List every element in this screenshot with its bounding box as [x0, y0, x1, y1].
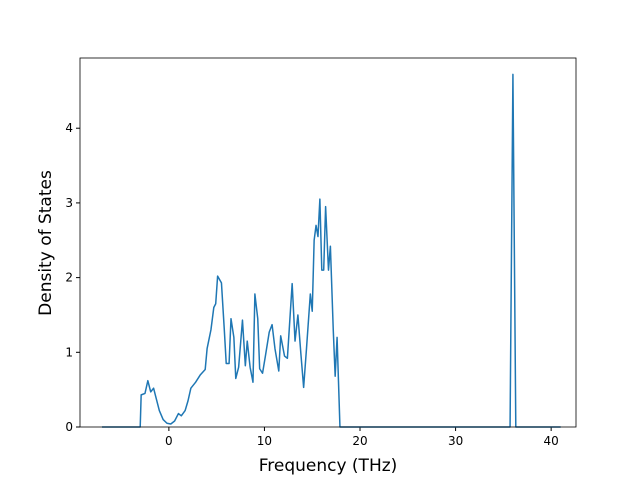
y-tick-label: 0	[65, 420, 73, 434]
x-tick-label: 10	[257, 434, 272, 448]
y-tick-label: 1	[65, 345, 73, 359]
y-axis-label: Density of States	[36, 170, 56, 316]
line	[101, 73, 561, 428]
x-tick-label: 40	[544, 434, 559, 448]
x-tick-label: 0	[165, 434, 173, 448]
x-axis-label: Frequency (THz)	[259, 456, 398, 476]
y-tick-label: 4	[65, 121, 73, 135]
y-tick-label: 3	[65, 196, 73, 210]
x-tick-label: 30	[448, 434, 463, 448]
plot-frame	[79, 57, 577, 428]
x-tick-label: 20	[352, 434, 367, 448]
y-tick-label: 2	[65, 271, 73, 285]
